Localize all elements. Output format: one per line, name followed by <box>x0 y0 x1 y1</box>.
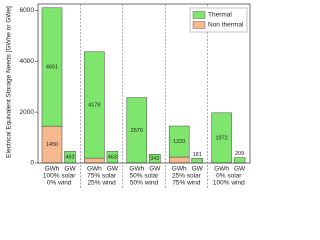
data-label: 4178 <box>88 102 100 108</box>
group-label: 50% wind <box>130 180 159 187</box>
legend-label: Thermal <box>208 12 232 19</box>
x-tick-label: GW <box>192 166 204 173</box>
x-tick-label: GWh <box>45 166 60 173</box>
data-label: 4651 <box>46 64 58 70</box>
x-tick-label: GW <box>64 166 76 173</box>
group-label: 25% solar <box>172 173 202 180</box>
bar-segment <box>41 7 63 127</box>
data-label: 463 <box>108 155 117 161</box>
plot-frame <box>37 3 251 164</box>
data-label: 2570 <box>131 128 143 134</box>
group-label: 25% wind <box>88 180 117 187</box>
group-label: 0% wind <box>47 180 72 187</box>
y-tick-label: 6000 <box>20 7 35 14</box>
data-label: 1220 <box>173 139 185 145</box>
x-tick-label: GWh <box>87 166 102 173</box>
legend-swatch <box>192 11 206 19</box>
group-label: 75% solar <box>87 173 117 180</box>
bar-segment <box>168 156 190 164</box>
y-axis-label: Electrical Equivalent Storage Needs [GWh… <box>6 6 13 158</box>
x-tick-label: GWh <box>172 166 187 173</box>
group-label: 75% wind <box>172 180 201 187</box>
bar-segment <box>191 158 203 164</box>
x-tick-label: GW <box>149 166 161 173</box>
bar-segment <box>84 51 105 159</box>
bar-segment <box>84 157 105 164</box>
data-label: 209 <box>235 151 244 157</box>
chart: Electrical Equivalent Storage Needs [GWh… <box>6 3 251 189</box>
group-label: 50% solar <box>130 173 160 180</box>
data-label: 1972 <box>215 135 227 141</box>
data-label: 342 <box>150 156 159 162</box>
group-label: 100% solar <box>43 173 76 180</box>
x-tick-label: GWh <box>214 166 229 173</box>
x-tick-label: GW <box>107 166 119 173</box>
x-tick-label: GWh <box>129 166 144 173</box>
bar-segment <box>168 125 190 158</box>
y-tick-label: 0 <box>30 160 34 167</box>
legend-label: Non thermal <box>208 22 244 29</box>
group-label: 0% solar <box>216 173 242 180</box>
x-tick-label: GW <box>234 166 246 173</box>
y-tick-label: 4000 <box>20 58 35 65</box>
y-tick-label: 2000 <box>20 109 35 116</box>
bar-segment <box>233 157 246 164</box>
legend-swatch <box>192 21 206 29</box>
data-label: 1450 <box>46 142 58 148</box>
data-label: 181 <box>193 152 202 158</box>
data-label: 463 <box>65 155 74 161</box>
group-label: 100% wind <box>213 180 245 187</box>
